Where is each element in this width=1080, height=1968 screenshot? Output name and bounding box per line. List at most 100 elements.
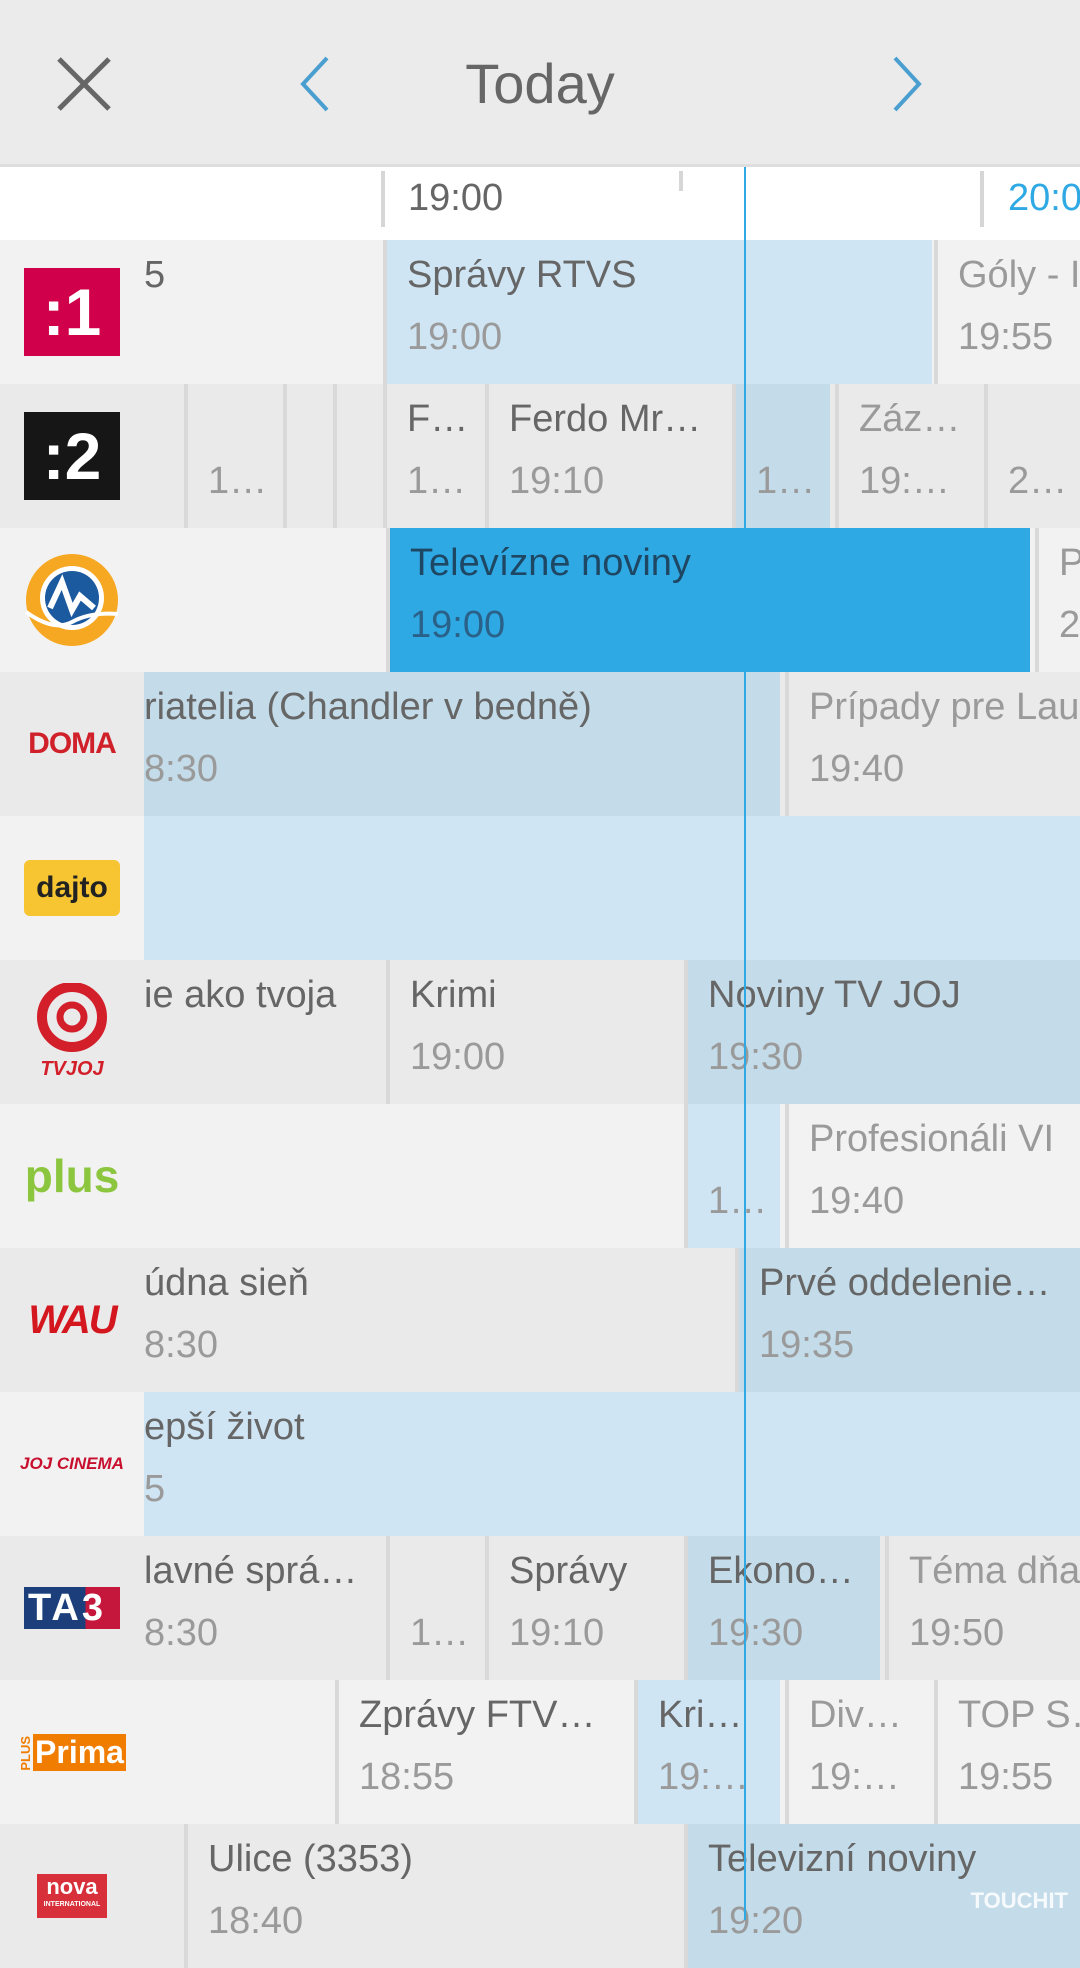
program-cell[interactable]: Kri… 19:… — [634, 1680, 780, 1824]
program-title: Ekono… — [708, 1550, 854, 1592]
ta3-logo-text: TA3 — [24, 1587, 120, 1629]
program-time: 19:35 — [759, 1324, 855, 1366]
channel-logo[interactable]: JOJ CINEMA — [0, 1392, 144, 1536]
program-time: 1… — [756, 460, 816, 502]
program-cell[interactable] — [283, 384, 331, 528]
program-title: 5 — [144, 254, 166, 296]
previous-day-button[interactable] — [280, 0, 350, 167]
program-cell[interactable]: ie ako tvoja — [144, 960, 381, 1104]
program-cell[interactable]: TOP S… 19:55 — [934, 1680, 1080, 1824]
program-time: 19:30 — [708, 1036, 804, 1078]
channel-logo[interactable]: plus — [0, 1104, 144, 1248]
program-cell[interactable]: 1… — [386, 1536, 480, 1680]
program-title: Televizní noviny — [708, 1838, 977, 1880]
channel-logo[interactable]: TA3 — [0, 1536, 144, 1680]
program-time: 8:30 — [144, 1612, 218, 1654]
close-button[interactable] — [40, 0, 128, 167]
program-cell[interactable] — [144, 528, 381, 672]
program-cell[interactable] — [333, 384, 381, 528]
program-cell[interactable]: Góly - I 19:55 — [934, 240, 1080, 384]
program-cell[interactable]: 2… — [984, 384, 1080, 528]
channel-row: lavné sprá… 8:30 1… Správy 19:10 Ekono… 19:30 T… — [0, 1536, 1080, 1680]
program-cell[interactable]: Ekono… 19:30 — [684, 1536, 880, 1680]
program-cell[interactable]: epší život 5 — [144, 1392, 1080, 1536]
program-cell[interactable]: 1… — [684, 1104, 780, 1248]
program-cell[interactable]: P2 — [1035, 528, 1080, 672]
program-cell[interactable]: Televízne noviny 19:00 — [386, 528, 1030, 672]
channel-logo[interactable]: nova INTERNATIONAL — [0, 1824, 144, 1968]
program-title: Kri… — [658, 1694, 743, 1736]
program-title: Prípady pre Lau — [809, 686, 1080, 728]
program-time: 19:00 — [410, 1036, 506, 1078]
program-cell[interactable]: Noviny TV JOJ 19:30 — [684, 960, 1080, 1104]
program-time: 1… — [407, 460, 467, 502]
program-cell[interactable]: F… 1… — [383, 384, 480, 528]
program-cell[interactable]: Správy RTVS 19:00 — [383, 240, 932, 384]
program-cell[interactable]: Záz… 19:… — [835, 384, 980, 528]
program-title: Správy — [509, 1550, 628, 1592]
tick-19-30 — [679, 171, 683, 191]
channel-logo[interactable]: :1 — [0, 240, 144, 384]
channel-row: riatelia (Chandler v bedně) 8:30 Prípady p… — [0, 672, 1080, 816]
program-cell[interactable]: Prípady pre Lau 19:40 — [785, 672, 1080, 816]
program-title: P — [1059, 542, 1080, 585]
program-title: ie ako tvoja — [144, 974, 337, 1016]
current-time-line — [744, 167, 746, 1920]
channel-logo[interactable]: WAU — [0, 1248, 144, 1392]
channel-row: 1… Profesionáli VI 19:40 plus — [0, 1104, 1080, 1248]
channel-logo[interactable]: :2 — [0, 384, 144, 528]
program-cell[interactable]: údna sieň 8:30 — [144, 1248, 730, 1392]
program-cell[interactable]: Správy 19:10 — [485, 1536, 680, 1680]
program-time: 19:55 — [958, 316, 1054, 358]
watermark: TOUCHIT — [970, 1888, 1068, 1913]
program-time: 2 — [1059, 604, 1080, 646]
channel-logo[interactable]: TVJOJ — [0, 960, 144, 1104]
program-cell[interactable]: lavné sprá… 8:30 — [144, 1536, 381, 1680]
program-title: Záz… — [859, 398, 961, 440]
channel-row: 5 Správy RTVS 19:00 Góly - I 19:55 :1 — [0, 240, 1080, 384]
program-cell[interactable] — [144, 816, 1080, 960]
tick-19-00 — [381, 171, 385, 227]
next-day-button[interactable] — [872, 0, 942, 167]
program-title: Téma dňa — [909, 1550, 1080, 1592]
program-cell[interactable] — [144, 1680, 331, 1824]
program-cell[interactable]: 1… — [732, 384, 830, 528]
program-title: Krimi — [410, 974, 497, 1016]
channel-row: epší život 5 JOJ CINEMA — [0, 1392, 1080, 1536]
channel-row: dajto — [0, 816, 1080, 960]
program-title: lavné sprá… — [144, 1550, 358, 1592]
program-title: Televízne noviny — [410, 542, 691, 584]
program-time: 19:… — [809, 1756, 900, 1798]
program-time: 19:55 — [958, 1756, 1054, 1798]
program-cell[interactable]: Ferdo Mr… 19:10 — [485, 384, 730, 528]
channel-logo[interactable]: PLUS Prima — [0, 1680, 144, 1824]
program-cell[interactable]: Div… 19:… — [785, 1680, 929, 1824]
program-time: 19:00 — [407, 316, 503, 358]
program-title: Správy RTVS — [407, 254, 637, 296]
chevron-left-icon — [300, 56, 329, 111]
program-cell[interactable]: 5 — [144, 240, 381, 384]
program-cell[interactable]: Prvé oddelenie… 19:35 — [735, 1248, 1080, 1392]
program-cell[interactable]: riatelia (Chandler v bedně) 8:30 — [144, 672, 780, 816]
app-header: Today — [0, 0, 1080, 167]
channel-logo[interactable] — [0, 528, 144, 672]
program-cell[interactable] — [144, 1104, 680, 1248]
program-cell[interactable]: Profesionáli VI 19:40 — [785, 1104, 1080, 1248]
program-cell[interactable]: 1… — [184, 384, 280, 528]
program-cell[interactable] — [144, 384, 181, 528]
program-cell[interactable]: Zprávy FTV… 18:55 — [335, 1680, 629, 1824]
channel-logo[interactable]: DOMA — [0, 672, 144, 816]
channel-row: údna sieň 8:30 Prvé oddelenie… 19:35 WAU — [0, 1248, 1080, 1392]
program-time: 19:30 — [708, 1612, 804, 1654]
program-cell[interactable]: Ulice (3353) 18:40 — [184, 1824, 680, 1968]
program-title: TOP S… — [958, 1694, 1080, 1736]
program-time: 18:40 — [208, 1900, 304, 1942]
program-time: 18:55 — [359, 1756, 455, 1798]
program-cell[interactable]: Téma dňa 19:50 — [885, 1536, 1080, 1680]
program-title: Góly - I — [958, 254, 1080, 296]
program-time: 1… — [410, 1612, 470, 1654]
channel-logo[interactable]: dajto — [0, 816, 144, 960]
program-cell[interactable] — [144, 1824, 181, 1968]
program-cell[interactable]: Krimi 19:00 — [386, 960, 680, 1104]
